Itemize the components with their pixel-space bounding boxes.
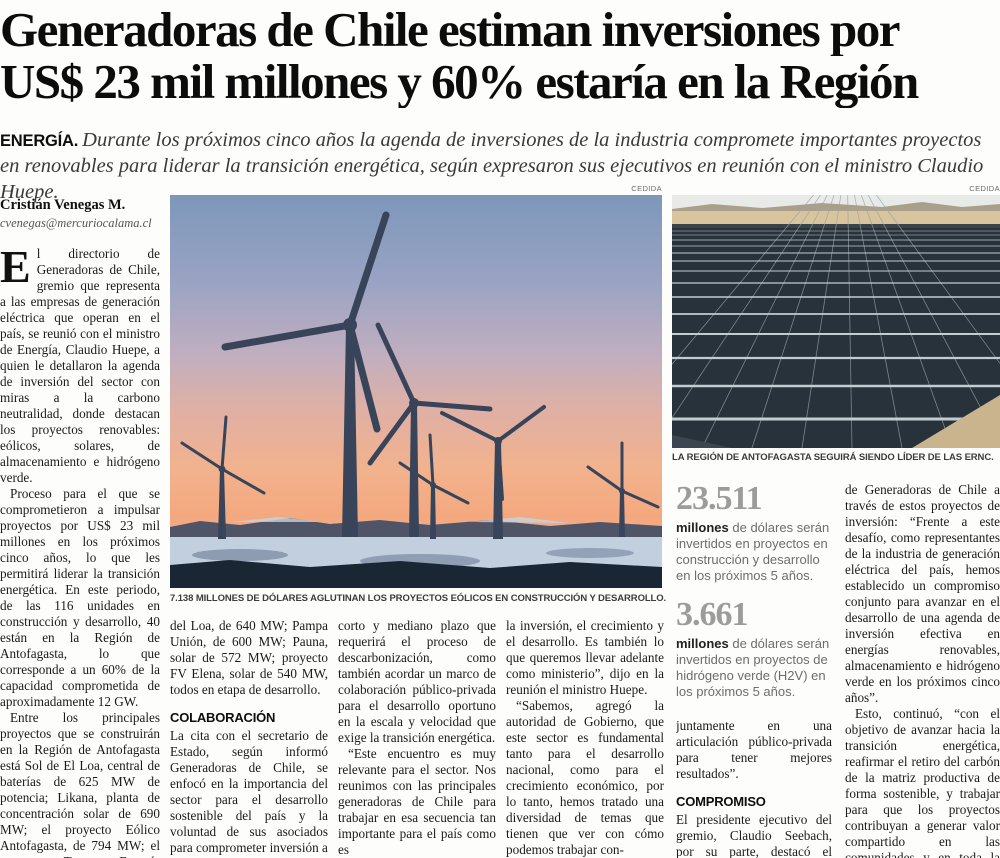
main-photo-caption: 7.138 MILLONES DE DÓLARES AGLUTINAN LOS … xyxy=(170,593,667,604)
paragraph: Entre los principales proyectos que se c… xyxy=(0,710,160,858)
text-column-2: del Loa, de 640 MW; Pampa Unión, de 600 … xyxy=(170,618,328,858)
stat-block-1: 23.511 millones de dólares serán inverti… xyxy=(676,482,832,584)
text-column-4: la inversión, el crecimiento y el desarr… xyxy=(506,618,664,858)
section-kicker: ENERGÍA. xyxy=(0,132,79,150)
secondary-photo-caption: LA REGIÓN DE ANTOFAGASTA SEGUIRÁ SIENDO … xyxy=(672,452,994,463)
wind-turbines-dusk-illustration xyxy=(170,195,662,588)
author-email: cvenegas@mercuriocalama.cl xyxy=(0,216,152,230)
photo-credit-secondary: CEDIDA xyxy=(969,184,1000,193)
stat-value-1: 23.511 xyxy=(676,482,763,517)
wind-farm-photo xyxy=(170,195,662,588)
article-headline: Generadoras de Chile estiman inversiones… xyxy=(0,4,1000,108)
headline-line-1: Generadoras de Chile estiman inversiones… xyxy=(0,4,900,56)
paragraph: “Este encuentro es muy relevante para el… xyxy=(338,746,496,857)
stats-column: 23.511 millones de dólares serán inverti… xyxy=(676,482,832,858)
photo-credit-main: CEDIDA xyxy=(631,184,662,193)
text-column-3: corto y mediano plazo que requerirá el p… xyxy=(338,618,496,858)
stat-text-1: millones de dólares serán invertidos en … xyxy=(676,520,830,583)
byline: Cristián Venegas M. cvenegas@mercuriocal… xyxy=(0,197,160,231)
paragraph: “Sabemos, agregó la autoridad de Gobiern… xyxy=(506,698,664,857)
drop-cap: E xyxy=(0,246,31,292)
paragraph: La cita con el secretario de Estado, seg… xyxy=(170,728,328,855)
wind-turbine-icons xyxy=(180,211,660,539)
solar-farm-photo xyxy=(672,195,1000,448)
section-heading-colaboracion: COLABORACIÓN xyxy=(170,710,276,725)
paragraph: juntamente en una articulación público-p… xyxy=(676,718,832,781)
headline-line-2: US$ 23 mil millones y 60% estaría en la … xyxy=(0,55,919,108)
paragraph: de Generadoras de Chile a través de esto… xyxy=(845,482,1000,705)
paragraph: Proceso para el que se comprometieron a … xyxy=(0,486,160,709)
paragraph: la inversión, el crecimiento y el desarr… xyxy=(506,618,664,697)
stat-text-2: millones de dólares serán invertidos en … xyxy=(676,636,830,699)
author-name: Cristián Venegas M. xyxy=(0,197,126,213)
section-heading-compromiso: COMPROMISO xyxy=(676,794,766,809)
paragraph: Esto, continuó, “con el objetivo de avan… xyxy=(845,706,1000,858)
paragraph: El presidente ejecutivo del gremio, Clau… xyxy=(676,812,832,858)
text-column-6: de Generadoras de Chile a través de esto… xyxy=(845,482,1000,858)
paragraph: corto y mediano plazo que requerirá el p… xyxy=(338,618,496,745)
article-deck: ENERGÍA. Durante los próximos cinco años … xyxy=(0,127,1000,206)
solar-panels-illustration xyxy=(672,195,1000,448)
stat-value-2: 3.661 xyxy=(676,596,749,633)
stat-block-2: 3.661 millones de dólares serán invertid… xyxy=(676,598,832,700)
deck-text: Durante los próximos cinco años la agend… xyxy=(0,129,984,204)
paragraph: del Loa, de 640 MW; Pampa Unión, de 600 … xyxy=(170,618,328,697)
